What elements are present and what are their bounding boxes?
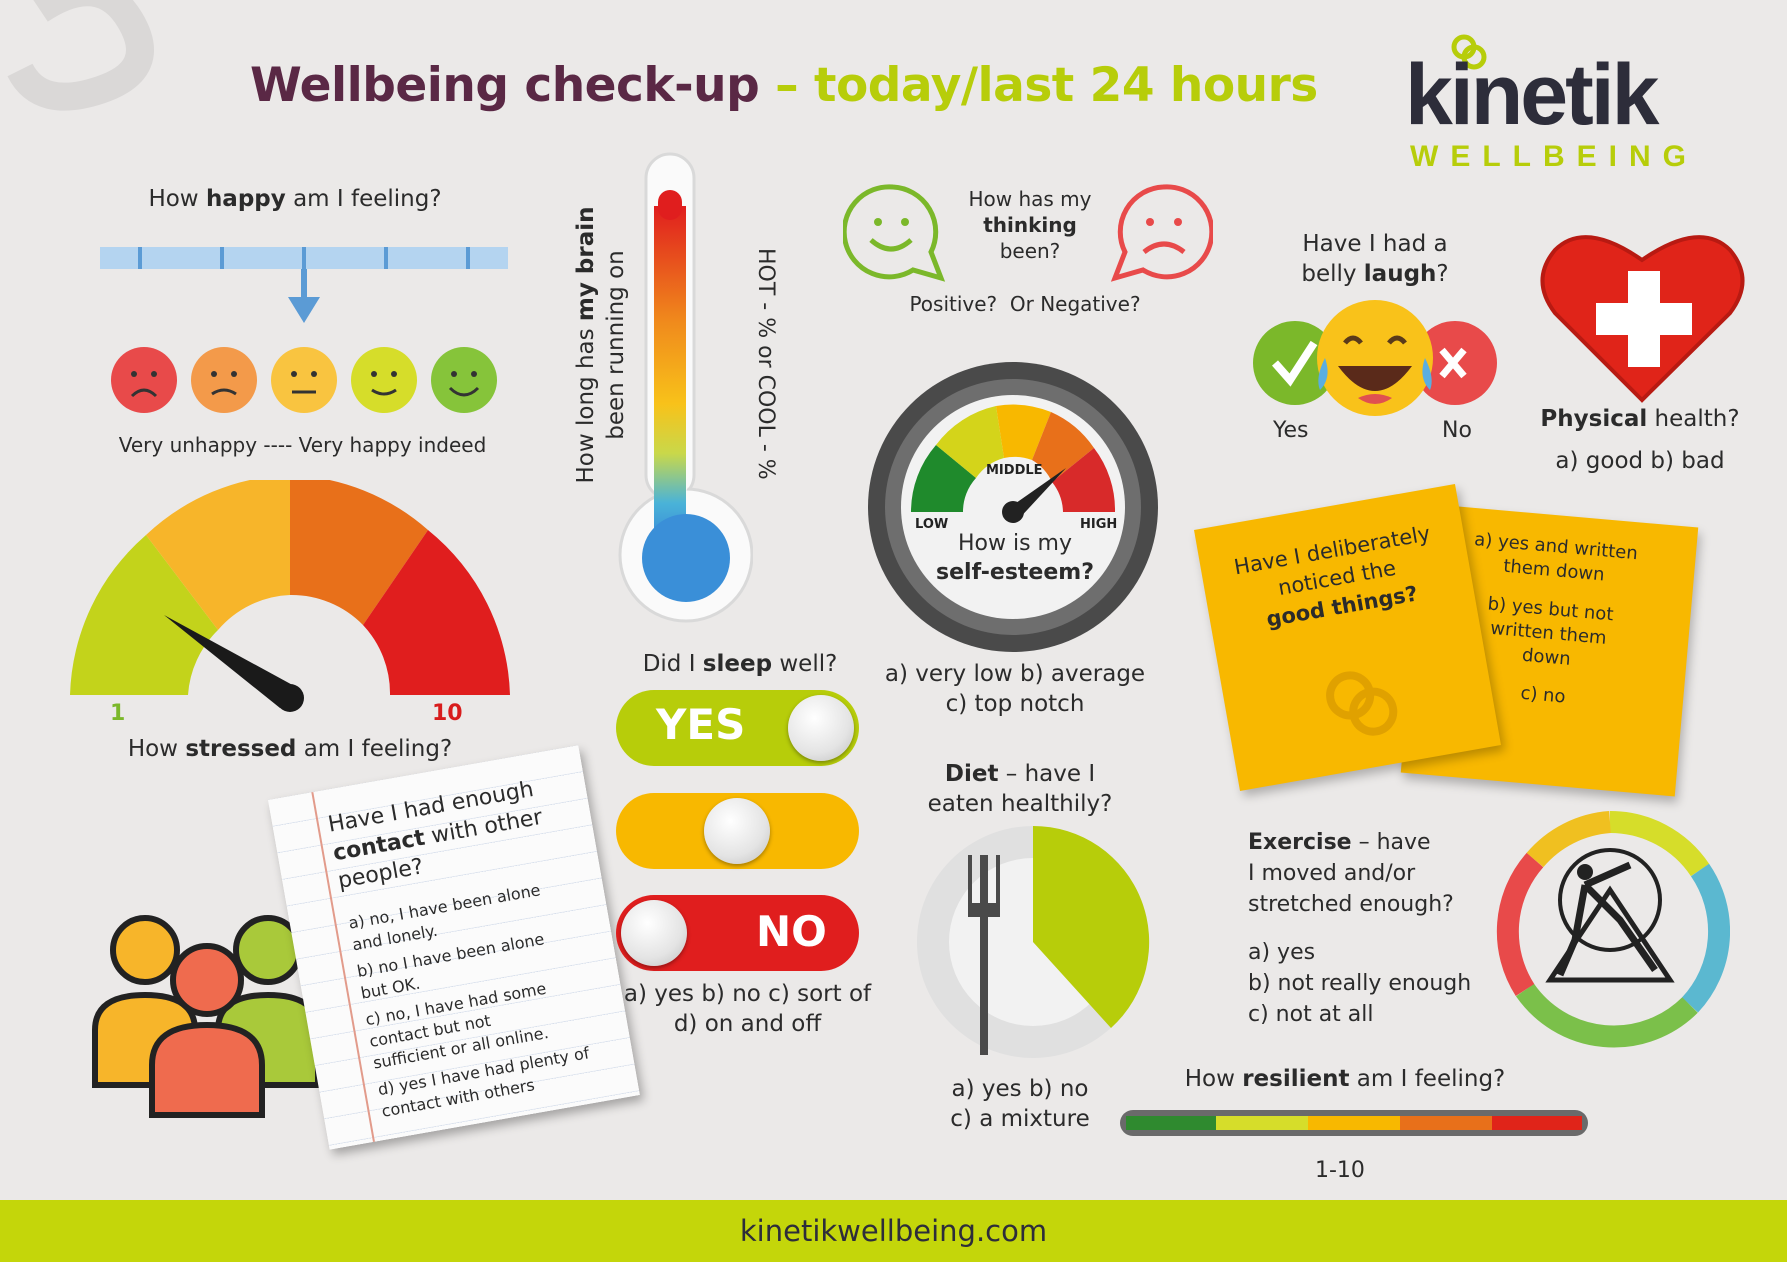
unhappy-face-icon — [191, 347, 257, 413]
stress-question: How stressed am I feeling? — [127, 736, 453, 762]
sleep-answers: a) yes b) no c) sort of d) on and off — [623, 981, 872, 1037]
self-esteem-question: How is my self-esteem? — [936, 531, 1094, 585]
contact-note-paper: Have I had enough contact with other peo… — [268, 745, 640, 1150]
sleep-question: Did I sleep well? — [642, 651, 838, 677]
sleep-toggle-yes[interactable]: YES — [616, 690, 859, 766]
thinking-options: Positive? Or Negative? — [909, 292, 1141, 316]
happy-faces-row — [110, 346, 505, 416]
gauge-middle-label: MIDDLE — [986, 463, 1043, 478]
title-main: Wellbeing check-up — [250, 58, 760, 113]
page-title: Wellbeing check-up – today/last 24 hours — [250, 58, 1318, 113]
sleep-toggle-middle[interactable] — [616, 793, 859, 869]
resilience-scale-bar — [1120, 1110, 1588, 1136]
resilient-question: How resilient am I feeling? — [1184, 1066, 1506, 1092]
stress-max-label: 10 — [432, 701, 463, 726]
very-happy-face-icon — [431, 347, 497, 413]
toggle-knob — [788, 695, 854, 761]
good-things-question-note: Have I deliberately noticed the good thi… — [1194, 484, 1501, 791]
positive-speech-face-icon — [843, 184, 946, 282]
thermometer-side-label: HOT - % or COOL - % — [753, 248, 778, 480]
toggle-knob — [704, 798, 770, 864]
thinking-question: How has my thinking been? — [968, 187, 1092, 263]
footer-url-link[interactable]: kinetikwellbeing.com — [739, 1214, 1048, 1248]
thermometer-icon — [618, 152, 753, 623]
resilient-scale-label: 1-10 — [1315, 1158, 1365, 1183]
logo-subtitle: WELLBEING — [1410, 140, 1698, 173]
exercise-stretch-icon — [1496, 810, 1730, 1048]
toggle-no-label: NO — [756, 907, 827, 956]
happy-scale-bar — [100, 247, 508, 323]
diet-answers: a) yes b) no c) a mixture — [950, 1076, 1090, 1132]
laugh-no-label: No — [1442, 418, 1472, 443]
happy-face-icon — [351, 347, 417, 413]
diet-plate-chart — [917, 825, 1150, 1058]
self-esteem-gauge: LOW MIDDLE HIGH — [868, 362, 1158, 652]
laugh-yes-label: Yes — [1273, 418, 1309, 443]
negative-speech-face-icon — [1110, 184, 1213, 282]
laugh-yes-no-icon — [1253, 300, 1497, 416]
sleep-toggle-no[interactable]: NO — [616, 895, 859, 971]
stress-gauge: 1 10 — [70, 480, 510, 726]
contact-answers: a) no, I have been alone and lonely. b) … — [346, 880, 591, 1121]
toggle-yes-label: YES — [656, 700, 746, 749]
background-logo-mark — [7, 0, 154, 111]
footer-bar: kinetikwellbeing.com — [0, 1200, 1787, 1262]
stress-min-label: 1 — [110, 701, 125, 726]
very-unhappy-face-icon — [111, 347, 177, 413]
heart-health-icon — [1540, 235, 1745, 403]
contact-question: Have I had enough contact with other peo… — [326, 776, 545, 895]
people-group-icon — [92, 915, 321, 1118]
gauge-low-label: LOW — [915, 517, 948, 532]
good-things-question: Have I deliberately noticed the good thi… — [1232, 521, 1433, 632]
logo-watermark-icon — [1326, 671, 1398, 736]
neutral-face-icon — [271, 347, 337, 413]
physical-answers: a) good b) bad — [1555, 448, 1725, 474]
self-esteem-answers: a) very low b) average c) top notch — [884, 661, 1146, 717]
physical-question: Physical health? — [1540, 406, 1740, 432]
laugh-question: Have I had a belly laugh? — [1301, 231, 1449, 287]
diet-question: Diet – have I eaten healthily? — [927, 761, 1113, 817]
exercise-answers: a) yes b) not really enough c) not at al… — [1248, 940, 1472, 1027]
happy-scale-caption: Very unhappy ---- Very happy indeed — [118, 433, 487, 457]
happy-question: How happy am I feeling? — [148, 186, 442, 212]
gauge-high-label: HIGH — [1080, 517, 1117, 532]
toggle-knob — [621, 900, 687, 966]
logo-name: kinetik — [1405, 47, 1659, 143]
title-sub: – today/last 24 hours — [775, 58, 1318, 113]
logo-symbol-icon — [1451, 34, 1487, 70]
exercise-question: Exercise – have I moved and/or stretched… — [1248, 830, 1454, 917]
